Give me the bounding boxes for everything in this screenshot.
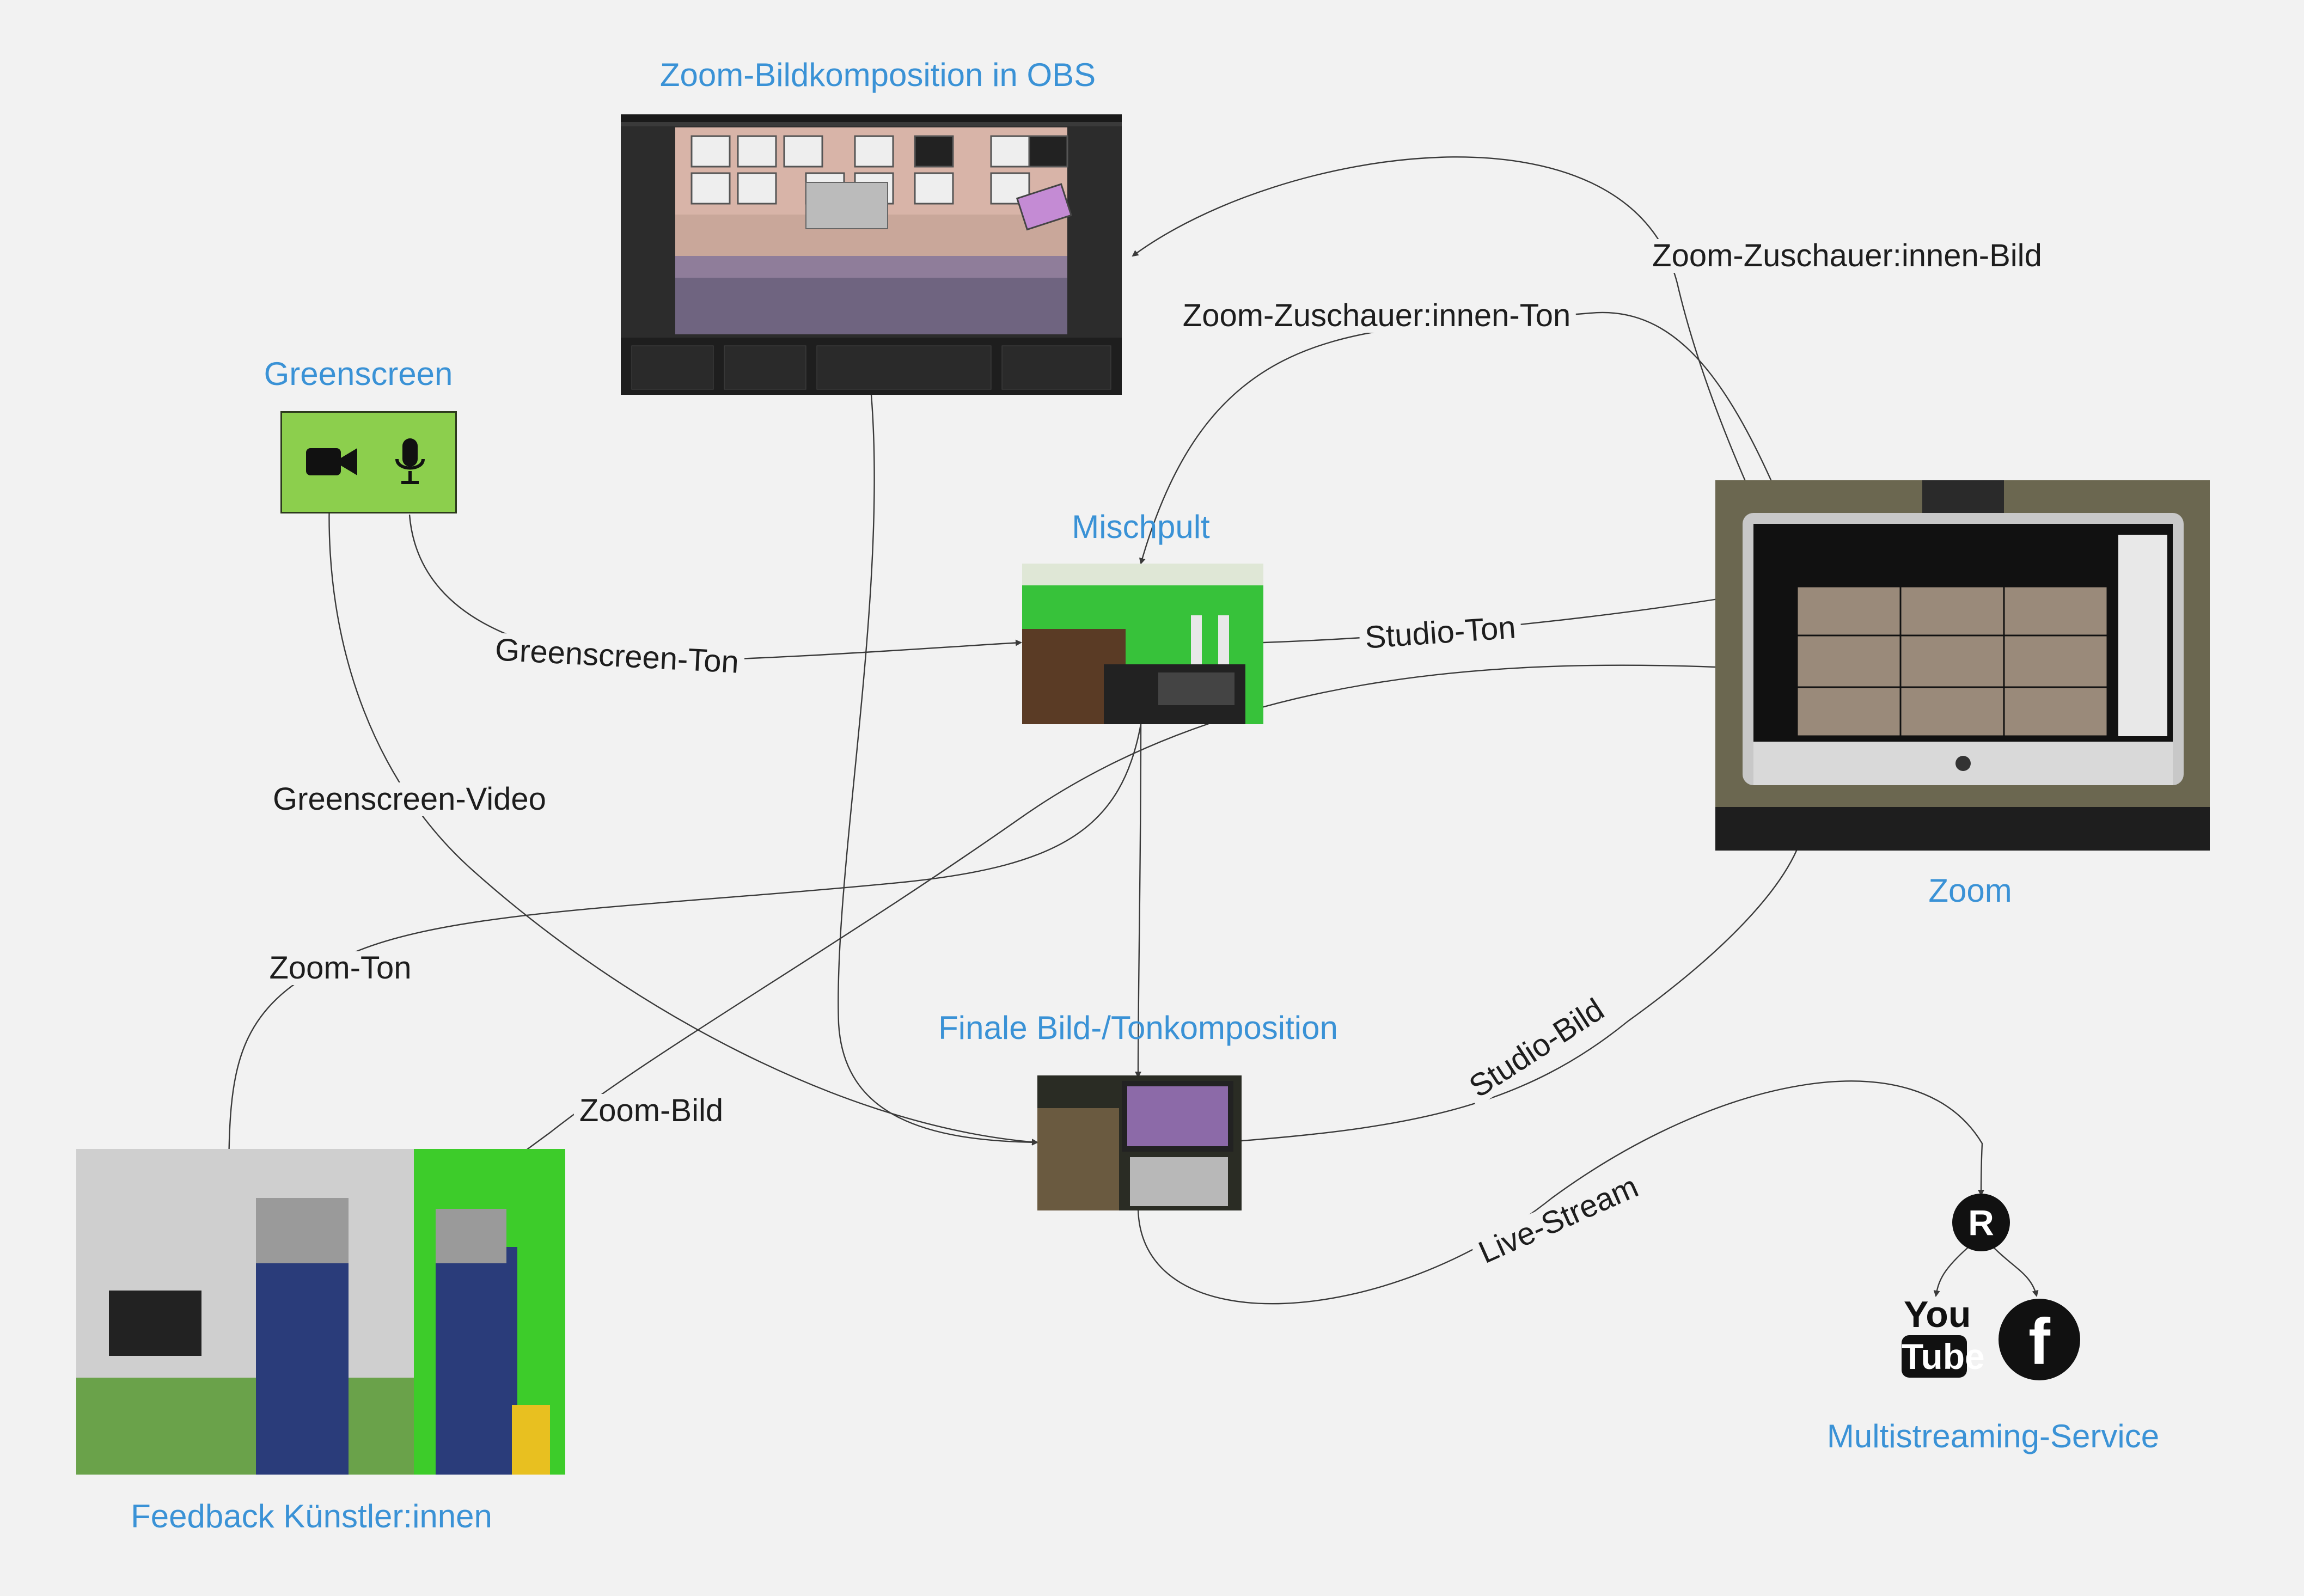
multistream-title: Multistreaming-Service bbox=[1826, 1418, 2160, 1454]
zoom-photo bbox=[1715, 480, 2210, 851]
final-title: Finale Bild-/Tonkomposition bbox=[938, 1010, 1338, 1046]
obs-screenshot bbox=[621, 114, 1122, 395]
facebook-letter: f bbox=[2028, 1305, 2050, 1378]
restream-logo-letter: R bbox=[1968, 1202, 1994, 1243]
edge-label-zoom-bild: Zoom-Bild bbox=[573, 1094, 729, 1128]
greenscreen-box bbox=[280, 411, 457, 513]
edge-label-greenscreen-video: Greenscreen-Video bbox=[267, 782, 552, 816]
restream-logo-icon: R bbox=[1952, 1194, 2010, 1251]
edge-multistream-youtube bbox=[1933, 1246, 1969, 1297]
edge-label-zoom-zuschauer-ton: Zoom-Zuschauer:innen-Ton bbox=[1177, 299, 1576, 333]
edge-multistream-facebook bbox=[1993, 1246, 2039, 1297]
edge-label-zoom-zuschauer-bild: Zoom-Zuschauer:innen-Bild bbox=[1647, 239, 2048, 273]
edge-label-zoom-ton: Zoom-Ton bbox=[264, 951, 417, 985]
video-camera-icon bbox=[306, 448, 357, 475]
feedback-photo bbox=[76, 1149, 565, 1475]
youtube-icon[interactable]: You Tube bbox=[1897, 1294, 1985, 1383]
edge-live-stream bbox=[1137, 1080, 1985, 1305]
feedback-title: Feedback Künstler:innen bbox=[131, 1498, 492, 1534]
mischpult-title: Mischpult bbox=[1072, 509, 1210, 545]
edge-greenscreen-video bbox=[328, 484, 1038, 1146]
youtube-text-you: You bbox=[1904, 1294, 1971, 1335]
final-photo bbox=[1037, 1075, 1242, 1210]
edge-obs-final bbox=[838, 394, 1038, 1146]
edge-mischpult-final bbox=[1135, 724, 1142, 1078]
edge-zoom-ton bbox=[228, 724, 1142, 1201]
edge-studio-bild bbox=[1241, 849, 1798, 1142]
obs-title: Zoom-Bildkomposition in OBS bbox=[659, 57, 1096, 93]
zoom-title: Zoom bbox=[1928, 872, 2012, 909]
greenscreen-title: Greenscreen bbox=[264, 356, 453, 392]
microphone-icon bbox=[395, 438, 425, 484]
mischpult-photo bbox=[1022, 564, 1263, 724]
edge-zoom-zuschauer-ton bbox=[1139, 311, 1793, 565]
facebook-icon[interactable]: f bbox=[1999, 1299, 2080, 1380]
youtube-text-tube: Tube bbox=[1902, 1335, 1985, 1378]
